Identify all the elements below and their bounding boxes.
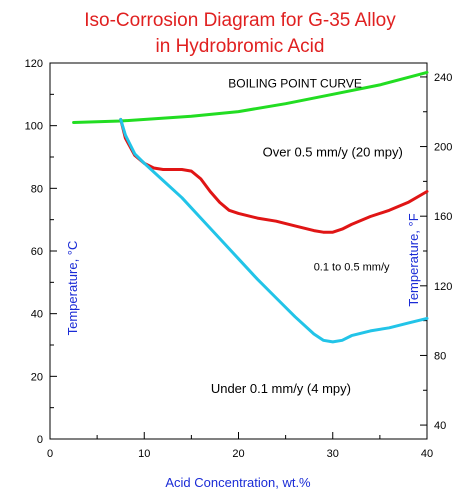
chart-subtitle: in Hydrobromic Acid: [156, 36, 325, 57]
y-right-tick-label: 40: [434, 420, 446, 432]
y-right-tick-label: 200: [434, 142, 452, 154]
y-right-tick-label: 80: [434, 350, 446, 362]
y-right-tick-label: 240: [434, 72, 452, 84]
corrosion-0-5-mmy-curve: [119, 117, 429, 234]
y-axis-right-label: Temperature, °F: [406, 213, 421, 306]
x-tick-label: 0: [47, 448, 53, 460]
y-axis-left-label: Temperature, °C: [65, 241, 80, 336]
y-tick-label: 20: [31, 371, 43, 383]
y-right-tick-label: 120: [434, 281, 452, 293]
x-axis-label: Acid Concentration, wt.%: [165, 475, 311, 490]
y-tick-label: 40: [31, 309, 43, 321]
y-tick-label: 0: [37, 434, 43, 446]
y-tick-label: 80: [31, 183, 43, 195]
y-right-tick-label: 160: [434, 211, 452, 223]
y-axis-right: 40 80 120 160 200 240: [420, 72, 452, 432]
chart-title: Iso-Corrosion Diagram for G-35 Alloy: [84, 10, 396, 31]
y-tick-label: 120: [25, 58, 43, 70]
corrosion-0-1-mmy-curve: [119, 117, 429, 344]
region-annotation: BOILING POINT CURVE: [228, 76, 362, 90]
region-annotation: Under 0.1 mm/y (4 mpy): [211, 381, 351, 396]
x-axis: 0 10 20 30 40: [47, 432, 433, 460]
y-tick-label: 60: [31, 246, 43, 258]
boiling-point-curve: [72, 70, 429, 124]
x-tick-label: 40: [421, 448, 433, 460]
region-annotation: 0.1 to 0.5 mm/y: [314, 262, 390, 274]
y-axis-left: 0 20 40 60 80 100 120: [25, 58, 57, 446]
annotations: BOILING POINT CURVE Over 0.5 mm/y (20 mpy…: [211, 76, 403, 396]
x-tick-label: 20: [232, 448, 244, 460]
series-lines: [72, 70, 429, 344]
x-tick-label: 30: [327, 448, 339, 460]
region-annotation: Over 0.5 mm/y (20 mpy): [263, 144, 403, 159]
y-tick-label: 100: [25, 121, 43, 133]
x-tick-label: 10: [138, 448, 150, 460]
